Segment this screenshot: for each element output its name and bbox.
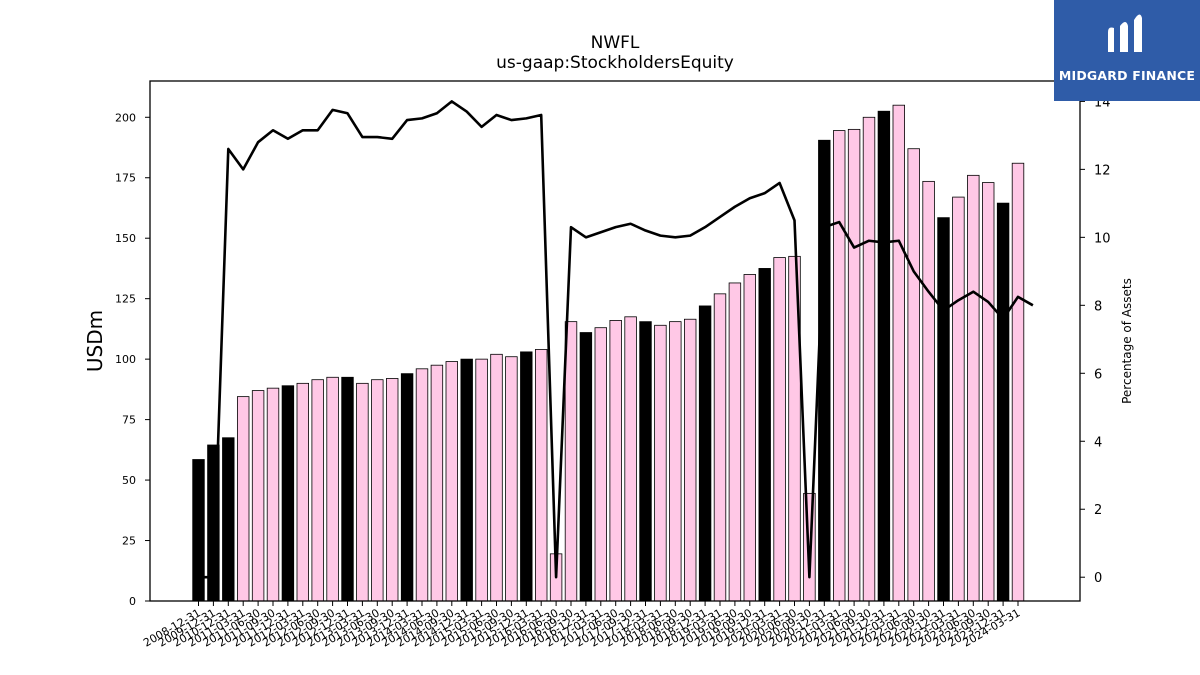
y-tick-label: 25 (122, 535, 136, 548)
y-tick-label: 175 (115, 172, 136, 185)
y2-tick-label: 8 (1094, 299, 1102, 314)
bar (385, 378, 399, 602)
line-layer (198, 100, 1034, 579)
bar (1011, 162, 1025, 602)
bar (236, 396, 250, 602)
bar (430, 364, 444, 602)
y-tick-label: 100 (115, 353, 136, 366)
bar (296, 382, 310, 602)
bar (490, 353, 503, 602)
bar (907, 148, 920, 602)
series-line (198, 100, 1034, 579)
bar (251, 390, 265, 602)
bar (862, 116, 876, 602)
bar (460, 358, 473, 602)
bar (833, 130, 846, 602)
bar (579, 332, 593, 602)
bar (400, 373, 414, 602)
bar (818, 139, 831, 602)
bar (713, 293, 727, 602)
y2-tick-label: 6 (1094, 367, 1102, 382)
chart-title: NWFL (591, 33, 640, 53)
bar (877, 110, 891, 602)
bar (684, 318, 697, 602)
bar (222, 437, 235, 602)
bar (594, 327, 608, 602)
bar (728, 282, 742, 602)
plot-frame (149, 80, 1081, 602)
y2-tick-label: 4 (1094, 435, 1102, 450)
bar (996, 202, 1010, 602)
bars-group (192, 104, 1025, 602)
brand-logo: MIDGARD FINANCE (1054, 0, 1200, 101)
bar (415, 368, 429, 602)
logo-mark-icon (1108, 14, 1142, 53)
bar (698, 305, 712, 602)
bar (758, 268, 771, 602)
bar (341, 376, 354, 602)
bar (475, 358, 488, 602)
bar (892, 104, 906, 602)
bar (847, 128, 861, 602)
y-tick-label: 75 (122, 414, 136, 427)
bar (535, 349, 548, 602)
y2-tick-label: 12 (1094, 163, 1111, 178)
bar (967, 174, 980, 602)
bar (654, 324, 667, 602)
bar (371, 379, 384, 602)
bar (669, 321, 682, 602)
bar (624, 316, 637, 602)
y2-tick-label: 0 (1094, 571, 1102, 586)
y-axis-label: USDm (83, 310, 107, 372)
bar (982, 182, 995, 602)
y-tick-label: 125 (115, 293, 136, 306)
logo-text: MIDGARD FINANCE (1058, 68, 1196, 83)
bar (192, 459, 205, 602)
y-tick-label: 200 (115, 111, 136, 124)
bar (952, 196, 965, 602)
bar (311, 379, 324, 602)
bar (445, 361, 459, 602)
y2-axis-label: Percentage of Assets (1120, 278, 1134, 404)
y-tick-label: 150 (115, 232, 136, 245)
bar (639, 321, 652, 602)
bar (266, 387, 280, 602)
bar (922, 180, 935, 602)
bar (937, 217, 950, 602)
axes-group: 0255075100125150175200024681012142008-12… (115, 80, 1111, 650)
y-tick-label: 50 (122, 474, 136, 487)
chart-subtitle: us-gaap:StockholdersEquity (496, 53, 734, 73)
bar (564, 321, 578, 602)
bar (326, 376, 339, 602)
bar (520, 351, 533, 602)
bar (356, 382, 369, 602)
y-tick-label: 0 (129, 595, 136, 608)
y2-tick-label: 10 (1094, 231, 1111, 246)
bar (773, 257, 786, 602)
bar (505, 356, 518, 602)
bar (609, 320, 622, 602)
bar (281, 385, 295, 602)
bar (743, 274, 757, 602)
y2-tick-label: 2 (1094, 503, 1102, 518)
